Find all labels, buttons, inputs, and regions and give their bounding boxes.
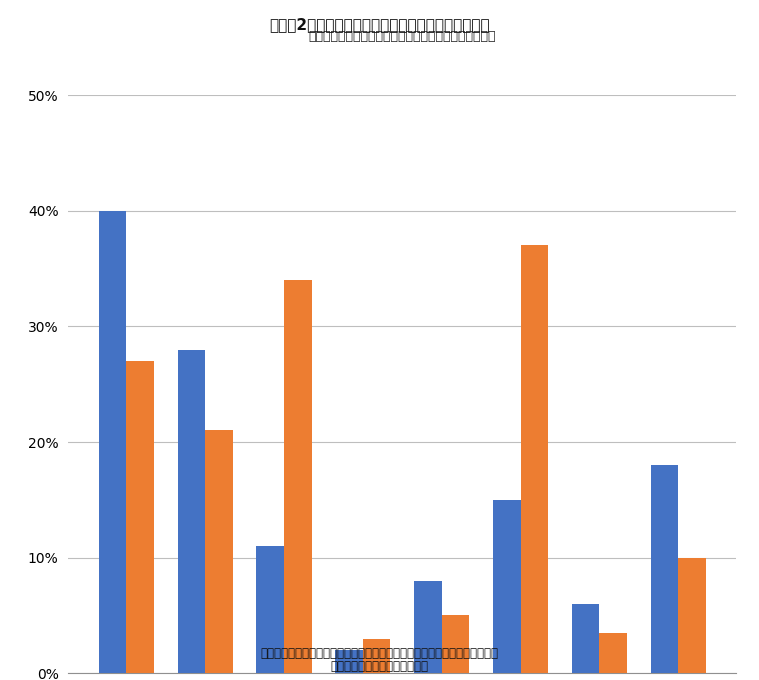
Title: （金融資産保有世帯のうち金融資産残高が増えた世帯）: （金融資産保有世帯のうち金融資産残高が増えた世帯） — [308, 30, 496, 43]
Bar — [363, 639, 390, 673]
Bar — [493, 500, 521, 673]
Text: 【グラ2】金融資産残高が増加した理由（複数回答）: 【グラ2】金融資産残高が増加した理由（複数回答） — [269, 17, 490, 32]
Bar — [257, 546, 284, 673]
Bar — [442, 615, 469, 673]
Text: （二人以上世帯）より筆者作成: （二人以上世帯）より筆者作成 — [330, 660, 429, 673]
Bar — [178, 350, 205, 673]
Bar — [600, 632, 627, 673]
Bar — [205, 430, 233, 673]
Bar — [284, 280, 312, 673]
Text: 出所：金融広報中央委員会「家計の金融行動に関する世論調査２０２３年」: 出所：金融広報中央委員会「家計の金融行動に関する世論調査２０２３年」 — [260, 647, 499, 660]
Bar — [650, 465, 679, 673]
Bar — [572, 604, 600, 673]
Bar — [414, 581, 442, 673]
Bar — [679, 558, 706, 673]
Bar — [126, 361, 154, 673]
Bar — [521, 245, 548, 673]
Bar — [99, 211, 126, 673]
Bar — [335, 650, 363, 673]
